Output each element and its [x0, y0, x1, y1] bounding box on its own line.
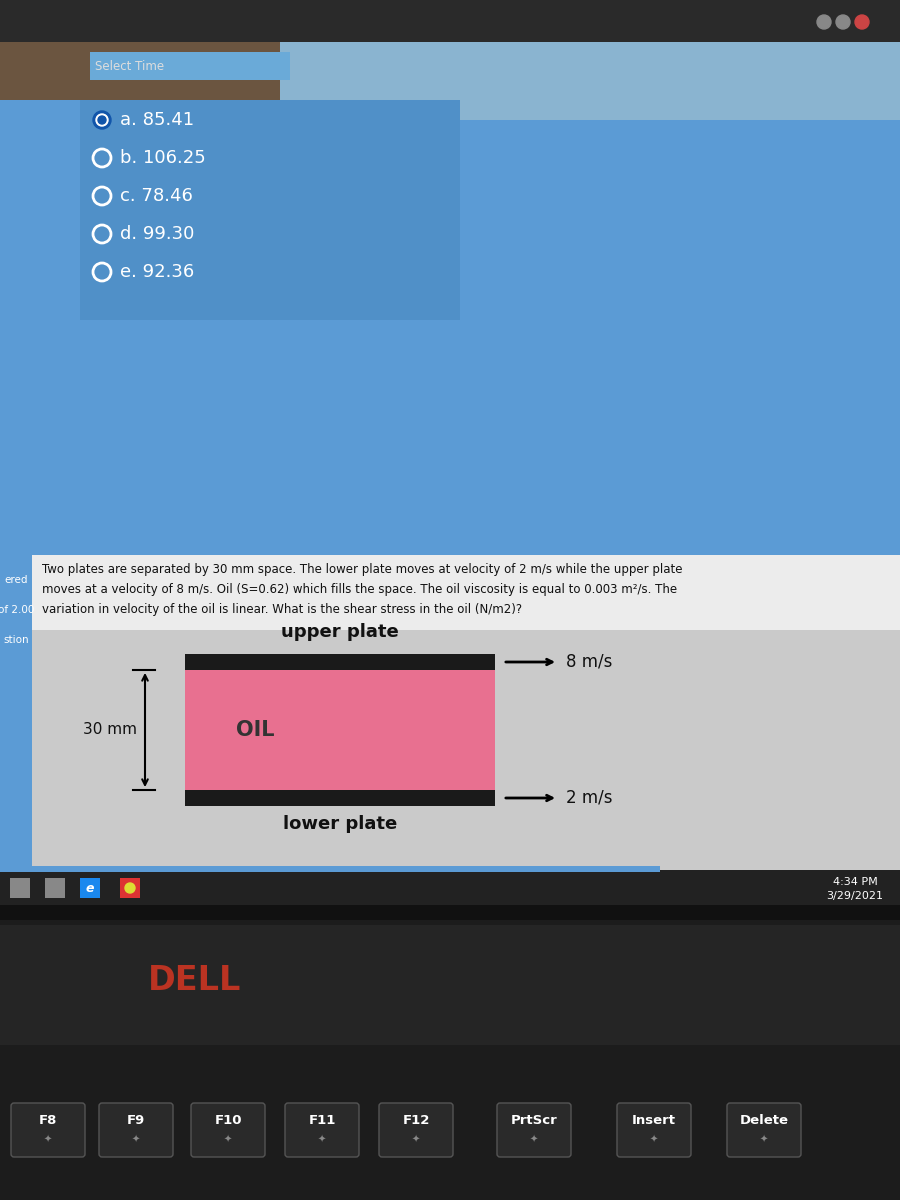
Text: ✦: ✦ — [650, 1135, 658, 1145]
Bar — [80, 878, 100, 898]
Circle shape — [855, 14, 869, 29]
Bar — [185, 654, 495, 670]
FancyBboxPatch shape — [11, 1103, 85, 1157]
Text: 2 m/s: 2 m/s — [566, 790, 613, 806]
Bar — [185, 790, 495, 806]
Circle shape — [125, 883, 135, 893]
Text: 8 m/s: 8 m/s — [566, 653, 612, 671]
Bar — [45, 878, 65, 898]
Text: moves at a velocity of 8 m/s. Oil (S=0.62) which fills the space. The oil viscos: moves at a velocity of 8 m/s. Oil (S=0.6… — [42, 583, 677, 596]
Bar — [10, 878, 30, 898]
Bar — [0, 866, 660, 872]
Circle shape — [98, 116, 106, 124]
Circle shape — [836, 14, 850, 29]
Bar — [280, 0, 900, 120]
Bar — [32, 630, 900, 870]
Text: upper plate: upper plate — [281, 623, 399, 641]
Text: ✦: ✦ — [760, 1135, 768, 1145]
Text: c. 78.46: c. 78.46 — [120, 187, 193, 205]
Text: Two plates are separated by 30 mm space. The lower plate moves at velocity of 2 : Two plates are separated by 30 mm space.… — [42, 564, 682, 576]
Circle shape — [817, 14, 831, 29]
Text: OIL: OIL — [236, 720, 274, 740]
Text: F11: F11 — [309, 1114, 336, 1127]
Text: e. 92.36: e. 92.36 — [120, 263, 194, 281]
Bar — [0, 870, 900, 905]
Text: Select Time: Select Time — [95, 60, 164, 72]
Bar — [80, 100, 460, 320]
Text: F10: F10 — [214, 1114, 242, 1127]
Bar — [0, 905, 900, 1200]
Bar — [0, 0, 900, 42]
Bar — [32, 554, 900, 630]
FancyBboxPatch shape — [617, 1103, 691, 1157]
Text: F12: F12 — [402, 1114, 429, 1127]
Circle shape — [93, 110, 111, 128]
Text: PrtScr: PrtScr — [510, 1114, 557, 1127]
Bar — [0, 560, 900, 870]
Text: F8: F8 — [39, 1114, 58, 1127]
Bar — [0, 0, 420, 100]
Bar — [0, 0, 900, 80]
FancyBboxPatch shape — [727, 1103, 801, 1157]
Bar — [90, 52, 290, 80]
Text: 4:34 PM: 4:34 PM — [832, 877, 878, 887]
Text: Insert: Insert — [632, 1114, 676, 1127]
Text: ✦: ✦ — [44, 1135, 52, 1145]
FancyBboxPatch shape — [285, 1103, 359, 1157]
Text: ✦: ✦ — [318, 1135, 326, 1145]
Text: 30 mm: 30 mm — [83, 722, 137, 738]
Text: variation in velocity of the oil is linear. What is the shear stress in the oil : variation in velocity of the oil is line… — [42, 604, 522, 617]
Text: e: e — [86, 882, 94, 894]
Text: DELL: DELL — [148, 964, 242, 996]
Text: of 2.00: of 2.00 — [0, 605, 34, 614]
FancyBboxPatch shape — [379, 1103, 453, 1157]
Text: a. 85.41: a. 85.41 — [120, 110, 194, 128]
Bar — [120, 878, 140, 898]
FancyBboxPatch shape — [191, 1103, 265, 1157]
Bar — [0, 925, 900, 1045]
Text: ✦: ✦ — [132, 1135, 140, 1145]
Text: 3/29/2021: 3/29/2021 — [826, 890, 884, 901]
Circle shape — [96, 114, 108, 126]
Text: b. 106.25: b. 106.25 — [120, 149, 206, 167]
Bar — [185, 670, 495, 790]
Circle shape — [121, 878, 139, 898]
Text: F9: F9 — [127, 1114, 145, 1127]
FancyBboxPatch shape — [99, 1103, 173, 1157]
Text: lower plate: lower plate — [283, 815, 397, 833]
Text: ✦: ✦ — [412, 1135, 420, 1145]
Text: d. 99.30: d. 99.30 — [120, 226, 194, 242]
Text: ✦: ✦ — [224, 1135, 232, 1145]
FancyBboxPatch shape — [497, 1103, 571, 1157]
Bar — [0, 902, 900, 920]
Text: Delete: Delete — [740, 1114, 788, 1127]
Bar — [0, 560, 32, 870]
Bar — [0, 0, 900, 560]
Text: stion: stion — [4, 635, 29, 646]
Text: ered: ered — [4, 575, 28, 584]
Text: ✦: ✦ — [530, 1135, 538, 1145]
